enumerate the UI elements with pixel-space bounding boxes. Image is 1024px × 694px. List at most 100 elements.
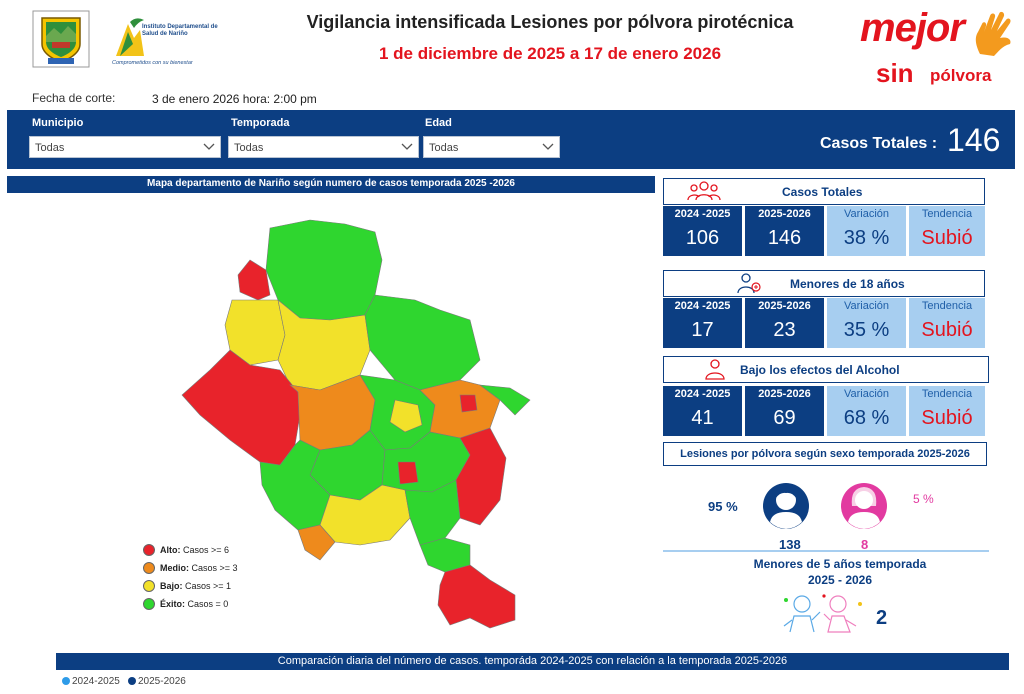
kpi-minors-curr: 2025-2026 23 [745,298,824,348]
kpi-alcohol-trend-label: Tendencia [921,388,973,400]
kpi-total-var: Variación 38 % [827,206,906,256]
kpi-total-trend-value: Subió [921,227,973,249]
kpi-total-var-value: 38 % [843,227,890,249]
series-legend-2025[interactable]: 2025-2026 [128,676,186,687]
series-2025-label: 2025-2026 [138,676,186,687]
kpi-total-trend-label: Tendencia [921,208,973,220]
kpi-alcohol-prev-value: 41 [691,407,714,429]
filter-temporada-value: Todas [234,142,264,154]
filter-municipio-select[interactable]: Todas [29,136,221,158]
kpi-alcohol-trend: Tendencia Subió [909,386,985,436]
filter-temporada-label: Temporada [231,117,290,129]
under5-title: Menores de 5 años temporada 2025 - 2026 [740,556,940,588]
chevron-down-icon [542,143,554,150]
under5-title-line2: 2025 - 2026 [807,573,873,587]
map-region [237,259,271,301]
kpi-total-curr: 2025-2026 146 [745,206,824,256]
kpi-total-prev-value: 106 [685,227,720,249]
section-divider [663,550,989,552]
instituto-name: Instituto Departamental de Salud de Nari… [142,24,218,37]
kpi-minors-prev-label: 2024 -2025 [674,300,731,312]
map-region [459,394,478,413]
brand-word-sin: sin [876,58,914,88]
legend-exito-label: Éxito: [160,599,186,609]
legend-alto-rule: Casos >= 6 [183,545,230,555]
kpi-alcohol-header: Bajo los efectos del Alcohol [663,356,989,383]
kpi-total-header: Casos Totales [663,178,985,205]
legend-exito-rule: Casos = 0 [187,599,229,609]
kpi-total-curr-label: 2025-2026 [758,208,811,220]
legend-alto-label: Alto: [160,545,181,555]
kpi-total-curr-value: 146 [767,227,802,249]
series-2025-swatch [128,677,136,685]
kpi-alcohol-curr: 2025-2026 69 [745,386,824,436]
kpi-minors-trend-label: Tendencia [921,300,973,312]
kpi-total-trend: Tendencia Subió [909,206,985,256]
map-region [437,564,516,629]
hand-icon [975,11,1011,56]
kpi-minors-var-value: 35 % [843,319,890,341]
male-percent: 95 % [708,499,738,514]
legend-exito-swatch [143,598,155,610]
map-region [389,399,423,433]
chevron-down-icon [203,143,215,150]
kpi-alcohol-prev-label: 2024 -2025 [674,388,731,400]
kpi-minors-trend-value: Subió [921,319,973,341]
kpi-minors-prev-value: 17 [691,319,714,341]
comparison-title: Comparación diaria del número de casos. … [56,653,1009,670]
filter-edad-select[interactable]: Todas [423,136,560,158]
series-2024-swatch [62,677,70,685]
map-region [455,427,507,526]
map-region [364,294,481,391]
kpi-minors-var: Variación 35 % [827,298,906,348]
kpi-alcohol-var: Variación 68 % [827,386,906,436]
brand-word-mejor: mejor [860,6,965,50]
map-region [404,479,461,546]
kpi-alcohol-var-label: Variación [843,388,890,400]
filter-municipio-label: Municipio [32,117,84,129]
instituto-motto: Comprometidos con su bienestar [112,60,193,66]
map-title: Mapa departamento de Nariño según numero… [7,176,655,193]
map-region [397,461,419,485]
filter-edad-label: Edad [425,117,452,129]
children-icon [783,594,862,633]
mejor-sin-polvora-logo: mejor sin pólvora [858,6,1018,88]
series-2024-label: 2024-2025 [72,676,120,687]
legend-alto-swatch [143,544,155,556]
legend-medio-rule: Casos >= 3 [191,563,238,573]
narino-map[interactable] [170,200,570,630]
male-icon [763,483,809,529]
legend-medio-swatch [143,562,155,574]
kpi-minors-curr-label: 2025-2026 [758,300,811,312]
filter-edad-value: Todas [429,142,459,154]
total-cases-label: Casos Totales : [820,135,938,152]
kpi-alcohol-curr-label: 2025-2026 [758,388,811,400]
sex-section-title: Lesiones por pólvora según sexo temporad… [663,442,987,466]
filter-temporada-select[interactable]: Todas [228,136,419,158]
female-percent: 5 % [913,492,934,506]
filter-municipio-value: Todas [35,142,65,154]
under5-title-line1: Menores de 5 años temporada [753,557,927,571]
chevron-down-icon [401,143,413,150]
kpi-alcohol-curr-value: 69 [773,407,796,429]
under5-value: 2 [876,607,888,629]
child-person-icon [737,273,761,294]
kpi-total-prev-label: 2024 -2025 [674,208,731,220]
cut-date-label: Fecha de corte: [32,91,116,105]
group-icon [687,181,721,201]
kpi-alcohol-trend-value: Subió [921,407,973,429]
instituto-salud-logo: Instituto Departamental de Salud de Nari… [112,16,222,72]
female-count: 8 [861,537,869,552]
map-region [297,524,336,561]
legend-bajo-label: Bajo: [160,581,183,591]
legend-medio-label: Medio: [160,563,189,573]
kpi-total-title: Casos Totales [782,185,863,199]
series-legend-2024[interactable]: 2024-2025 [62,676,120,687]
legend-bajo-swatch [143,580,155,592]
kpi-minors-prev: 2024 -2025 17 [663,298,742,348]
kpi-minors-header: Menores de 18 años [663,270,985,297]
page-title: Vigilancia intensificada Lesiones por pó… [306,12,794,32]
gobernacion-logo [32,10,90,68]
kpi-total-var-label: Variación [843,208,890,220]
filter-bar: Municipio Todas Temporada Todas Edad Tod… [7,110,1015,169]
